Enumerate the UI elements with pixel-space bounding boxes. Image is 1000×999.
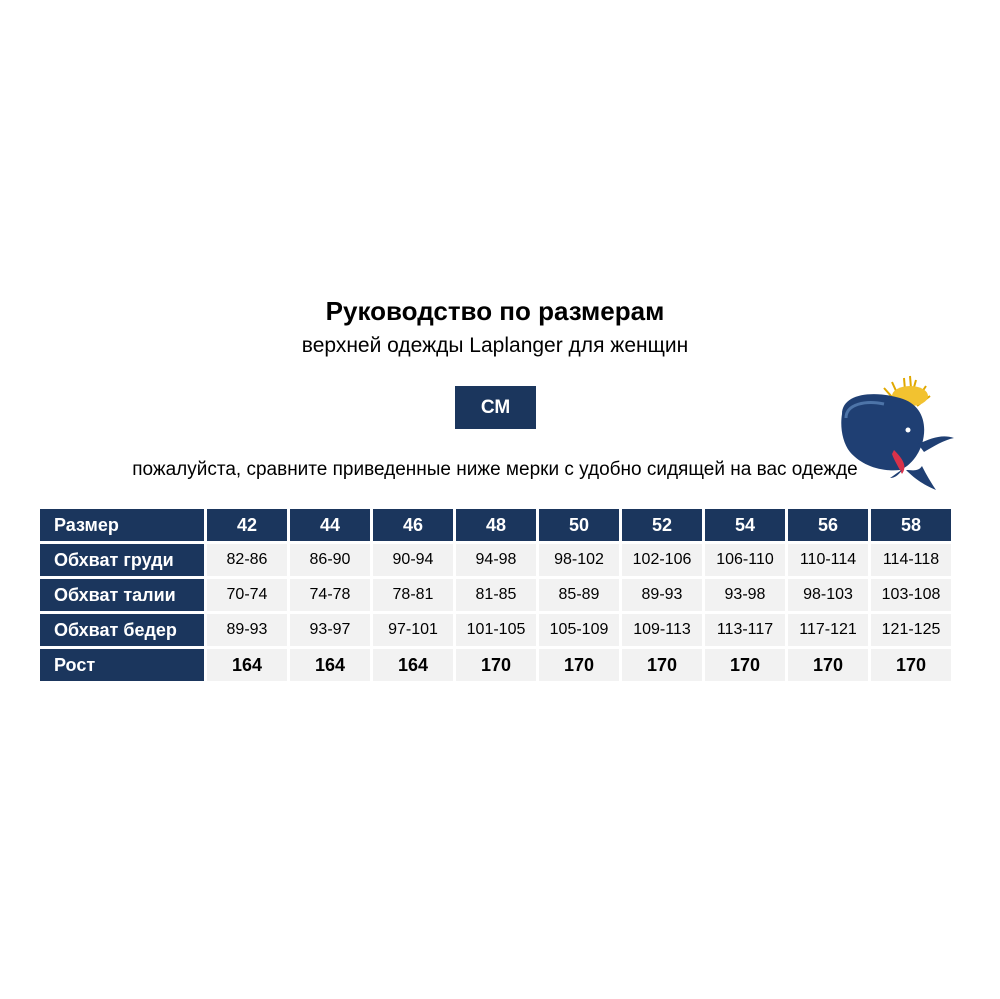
- row-label: Рост: [40, 649, 204, 681]
- size-chart-table: Размер 42 44 46 48 50 52 54 56 58 Обхват груди 82-8…: [37, 506, 954, 684]
- table-cell: 90-94: [373, 544, 453, 576]
- chest-row: Обхват груди 82-86 86-90 90-94 94-98 98-102 10…: [40, 544, 951, 576]
- table-cell: 170: [456, 649, 536, 681]
- table-cell: 93-97: [290, 614, 370, 646]
- table-cell: 170: [788, 649, 868, 681]
- row-label: Обхват талии: [40, 579, 204, 611]
- table-cell: 164: [207, 649, 287, 681]
- table-cell: 102-106: [622, 544, 702, 576]
- table-cell: 85-89: [539, 579, 619, 611]
- table-cell: 170: [705, 649, 785, 681]
- table-cell: 113-117: [705, 614, 785, 646]
- table-cell: 170: [539, 649, 619, 681]
- unit-badge: СМ: [455, 386, 536, 429]
- table-cell: 170: [622, 649, 702, 681]
- row-label: Размер: [40, 509, 204, 541]
- instruction-note: пожалуйста, сравните приведенные ниже ме…: [132, 459, 858, 480]
- row-label: Обхват груди: [40, 544, 204, 576]
- size-row: Размер 42 44 46 48 50 52 54 56 58: [40, 509, 951, 541]
- table-cell: 105-109: [539, 614, 619, 646]
- table-cell: 109-113: [622, 614, 702, 646]
- table-cell: 70-74: [207, 579, 287, 611]
- row-label: Обхват бедер: [40, 614, 204, 646]
- table-cell: 54: [705, 509, 785, 541]
- table-cell: 117-121: [788, 614, 868, 646]
- table-cell: 58: [871, 509, 951, 541]
- table-cell: 78-81: [373, 579, 453, 611]
- table-cell: 82-86: [207, 544, 287, 576]
- table-cell: 101-105: [456, 614, 536, 646]
- page-subtitle: верхней одежды Laplanger для женщин: [301, 334, 689, 357]
- table-cell: 121-125: [871, 614, 951, 646]
- table-cell: 110-114: [788, 544, 868, 576]
- table-cell: 103-108: [871, 579, 951, 611]
- table-cell: 164: [373, 649, 453, 681]
- table-cell: 86-90: [290, 544, 370, 576]
- whale-mascot-icon: [841, 375, 954, 490]
- table-cell: 56: [788, 509, 868, 541]
- table-cell: 89-93: [207, 614, 287, 646]
- table-cell: 89-93: [622, 579, 702, 611]
- table-cell: 74-78: [290, 579, 370, 611]
- height-row: Рост 164 164 164 170 170 170 170 170 170: [40, 649, 951, 681]
- table-cell: 42: [207, 509, 287, 541]
- table-cell: 98-103: [788, 579, 868, 611]
- table-cell: 93-98: [705, 579, 785, 611]
- page-title: Руководство по размерам: [325, 296, 665, 326]
- table-cell: 81-85: [456, 579, 536, 611]
- table-cell: 46: [373, 509, 453, 541]
- table-cell: 97-101: [373, 614, 453, 646]
- waist-row: Обхват талии 70-74 74-78 78-81 81-85 85-89 89-…: [40, 579, 951, 611]
- table-cell: 52: [622, 509, 702, 541]
- table-cell: 48: [456, 509, 536, 541]
- table-cell: 170: [871, 649, 951, 681]
- table-cell: 44: [290, 509, 370, 541]
- table-cell: 164: [290, 649, 370, 681]
- table-cell: 50: [539, 509, 619, 541]
- table-cell: 94-98: [456, 544, 536, 576]
- table-cell: 114-118: [871, 544, 951, 576]
- table-cell: 106-110: [705, 544, 785, 576]
- hips-row: Обхват бедер 89-93 93-97 97-101 101-105 105-1…: [40, 614, 951, 646]
- table-cell: 98-102: [539, 544, 619, 576]
